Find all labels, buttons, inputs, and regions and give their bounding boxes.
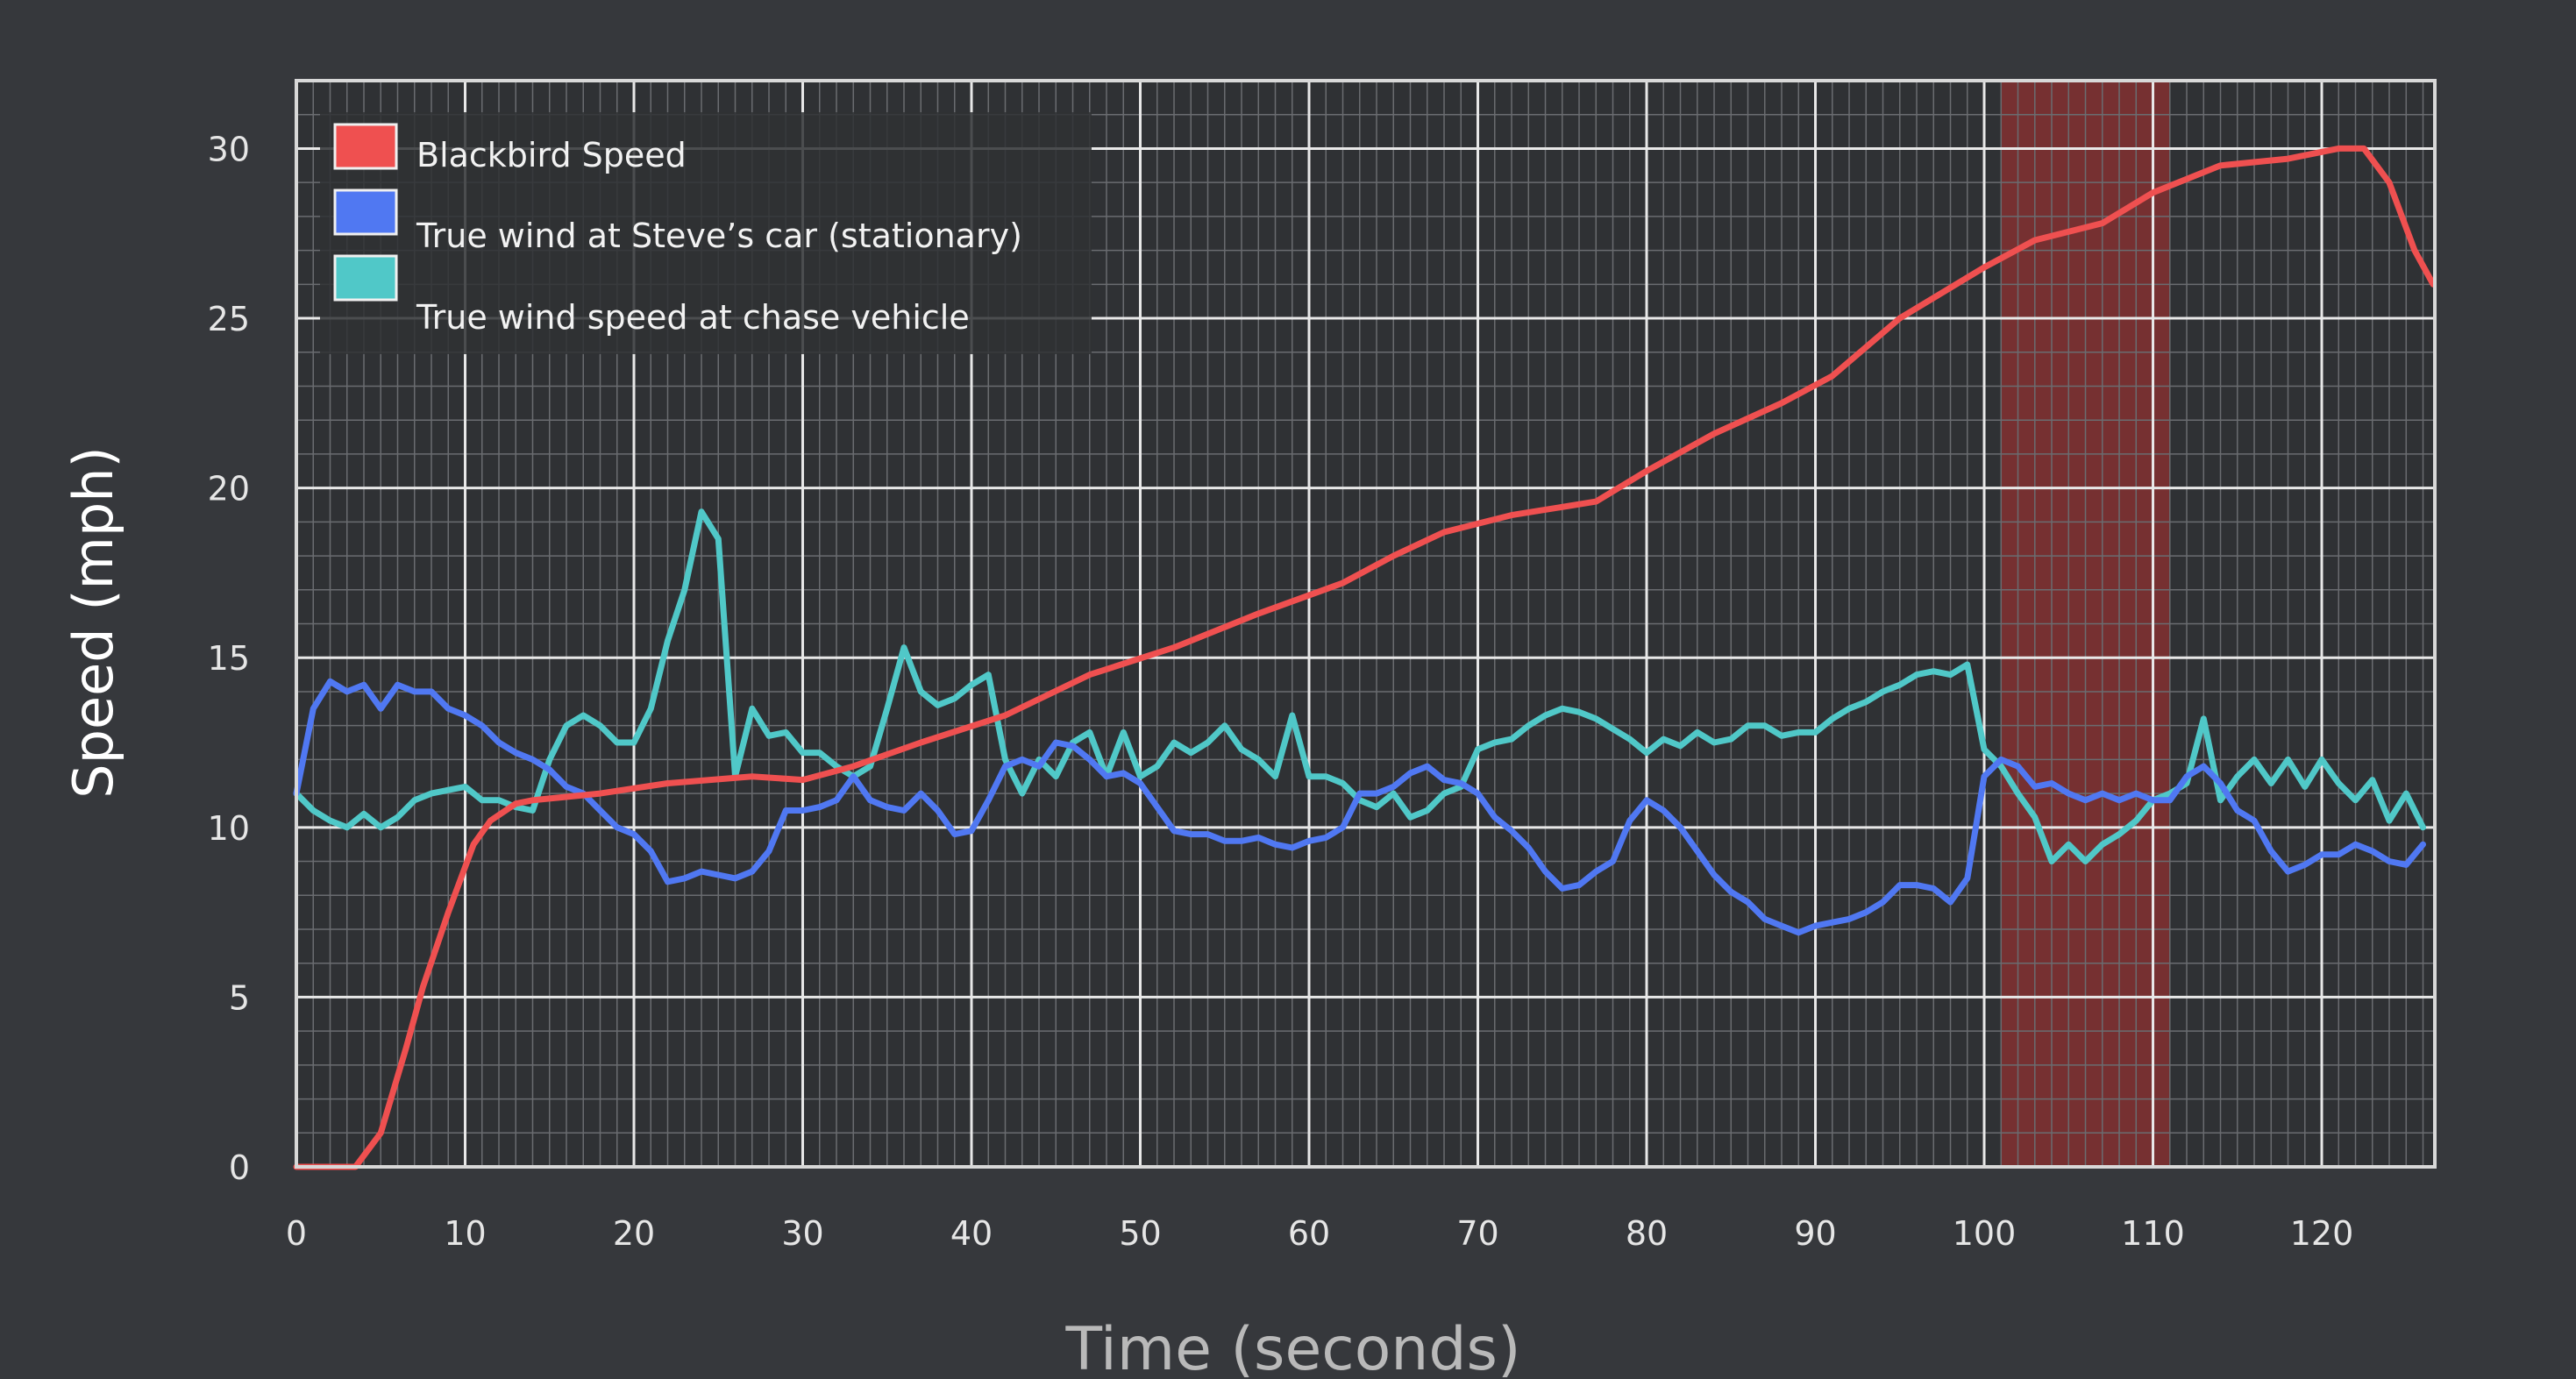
x-tick-label: 90 — [1794, 1214, 1836, 1253]
legend-swatch-red — [333, 123, 398, 170]
y-tick-labels: 0 5 10 15 20 25 30 — [208, 130, 250, 1187]
y-tick-label: 10 — [208, 809, 250, 848]
legend-background — [320, 112, 1092, 354]
y-tick-label: 25 — [208, 300, 250, 338]
legend-swatch-teal — [333, 254, 398, 302]
x-axis-label: Time (seconds) — [1064, 1315, 1520, 1379]
x-tick-label: 120 — [2290, 1214, 2354, 1253]
series-line-0 — [293, 145, 2437, 1170]
x-tick-label: 80 — [1626, 1214, 1668, 1253]
x-tick-label: 0 — [286, 1214, 307, 1253]
y-axis-label: Speed (mph) — [61, 446, 125, 799]
series-line-1 — [293, 678, 2426, 936]
x-tick-labels: 0 10 20 30 40 50 60 70 80 90 100 110 120 — [286, 1214, 2353, 1253]
x-tick-label: 70 — [1456, 1214, 1498, 1253]
series-lines — [293, 145, 2437, 1170]
legend-label: True wind at Steve’s car (stationary) — [416, 217, 1022, 255]
x-tick-label: 50 — [1119, 1214, 1161, 1253]
legend-label: Blackbird Speed — [416, 136, 687, 174]
y-tick-label: 0 — [229, 1148, 250, 1187]
x-tick-label: 100 — [1953, 1214, 2017, 1253]
x-tick-label: 20 — [613, 1214, 655, 1253]
x-tick-label: 30 — [781, 1214, 823, 1253]
legend-item-steves-car: True wind at Steve’s car (stationary) — [333, 188, 1022, 255]
y-tick-label: 30 — [208, 130, 250, 168]
legend-swatch-blue — [333, 188, 398, 236]
legend-item-blackbird-speed: Blackbird Speed — [333, 123, 687, 174]
y-tick-label: 15 — [208, 639, 250, 678]
legend-item-chase-vehicle: True wind speed at chase vehicle — [333, 254, 970, 337]
y-tick-label: 20 — [208, 470, 250, 508]
x-tick-label: 10 — [444, 1214, 486, 1253]
legend-label: True wind speed at chase vehicle — [416, 298, 970, 337]
x-tick-label: 110 — [2121, 1214, 2185, 1253]
x-tick-label: 40 — [950, 1214, 993, 1253]
plot-frame — [295, 79, 2437, 1169]
legend: Blackbird Speed True wind at Steve’s car… — [320, 112, 1092, 354]
y-tick-label: 5 — [229, 978, 250, 1017]
x-tick-label: 60 — [1288, 1214, 1330, 1253]
